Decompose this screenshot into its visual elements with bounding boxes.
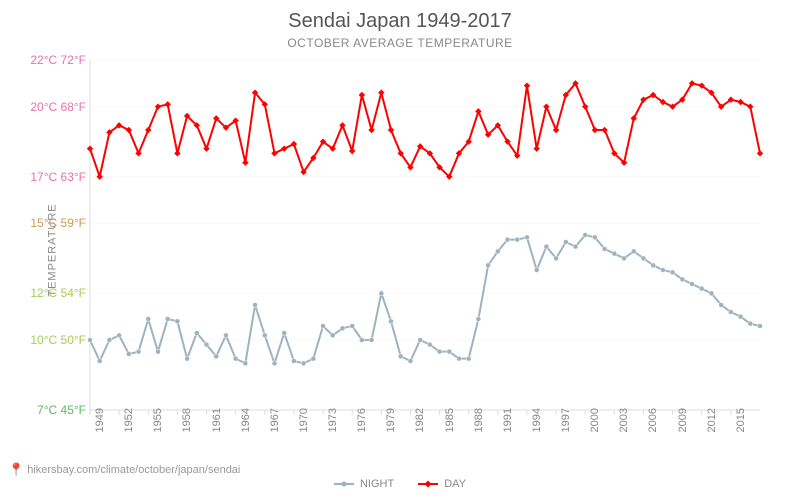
xtick-label: 1964: [240, 408, 252, 448]
xtick-label: 1976: [356, 408, 368, 448]
xtick-label: 1994: [531, 408, 543, 448]
plot-svg: [90, 60, 760, 410]
xtick-label: 1991: [502, 408, 514, 448]
source-url: hikersbay.com/climate/october/japan/send…: [27, 464, 240, 476]
legend-marker-night: [334, 483, 354, 485]
legend-label-night: NIGHT: [360, 478, 394, 490]
xtick-label: 1952: [123, 408, 135, 448]
ytick-label: 12°C 54°F: [24, 286, 86, 300]
ytick-label: 7°C 45°F: [24, 403, 86, 417]
ytick-label: 17°C 63°F: [24, 170, 86, 184]
xtick-label: 2012: [706, 408, 718, 448]
chart-subtitle: OCTOBER AVERAGE TEMPERATURE: [0, 36, 800, 50]
legend-item-day: DAY: [418, 478, 466, 490]
xtick-label: 1985: [444, 408, 456, 448]
xtick-label: 1982: [414, 408, 426, 448]
legend-item-night: NIGHT: [334, 478, 394, 490]
ytick-label: 20°C 68°F: [24, 100, 86, 114]
legend: NIGHT DAY: [0, 478, 800, 490]
legend-marker-day: [418, 483, 438, 485]
source-credit: 📍 hikersbay.com/climate/october/japan/se…: [8, 462, 240, 478]
xtick-label: 2015: [735, 408, 747, 448]
ytick-label: 22°C 72°F: [24, 53, 86, 67]
xtick-label: 1961: [211, 408, 223, 448]
xtick-label: 1949: [94, 408, 106, 448]
ytick-label: 10°C 50°F: [24, 333, 86, 347]
plot-area: [90, 60, 760, 410]
xtick-label: 2009: [677, 408, 689, 448]
xtick-label: 1979: [385, 408, 397, 448]
xtick-label: 1958: [181, 408, 193, 448]
climate-chart: Sendai Japan 1949-2017 OCTOBER AVERAGE T…: [0, 0, 800, 500]
map-pin-icon: 📍: [8, 462, 24, 478]
xtick-label: 2006: [647, 408, 659, 448]
xtick-label: 1973: [327, 408, 339, 448]
legend-label-day: DAY: [444, 478, 466, 490]
xtick-label: 1988: [473, 408, 485, 448]
ytick-label: 15°C 59°F: [24, 216, 86, 230]
xtick-label: 2000: [589, 408, 601, 448]
xtick-label: 1970: [298, 408, 310, 448]
xtick-label: 1967: [269, 408, 281, 448]
xtick-label: 1997: [560, 408, 572, 448]
xtick-label: 2003: [618, 408, 630, 448]
chart-title: Sendai Japan 1949-2017: [0, 10, 800, 33]
xtick-label: 1955: [152, 408, 164, 448]
